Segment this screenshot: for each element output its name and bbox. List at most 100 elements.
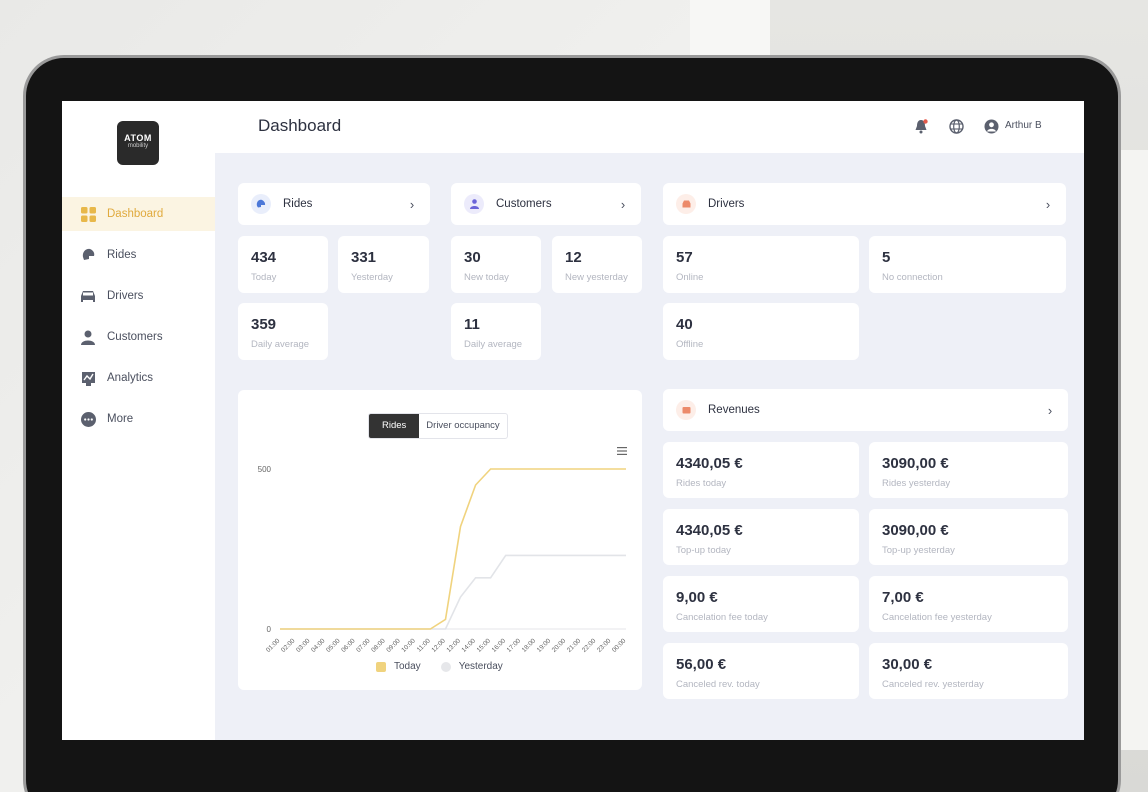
- sidebar-nav: Dashboard Rides Drivers Customers: [62, 197, 215, 443]
- stat-card-customers-average: 11 Daily average: [451, 303, 541, 360]
- legend-swatch: [376, 661, 386, 672]
- stat-value: 331: [351, 249, 377, 266]
- stat-value: 56,00 €: [676, 656, 727, 673]
- drivers-section-header[interactable]: Drivers ›: [663, 183, 1066, 225]
- chevron-right-icon: ›: [409, 196, 415, 212]
- atom-logo[interactable]: ATOM mobility: [117, 121, 159, 165]
- x-tick-label: 13:00: [445, 637, 462, 654]
- user-avatar-icon[interactable]: [983, 118, 999, 134]
- drivers-car-icon: [676, 194, 696, 214]
- stat-label: Daily average: [464, 339, 523, 350]
- chart-icon: [80, 370, 96, 386]
- stat-value: 359: [251, 316, 277, 333]
- x-tick-label: 14:00: [461, 637, 478, 654]
- customers-section-title: Customers: [496, 198, 552, 210]
- series-line-today[interactable]: [280, 468, 626, 630]
- drivers-section-title: Drivers: [708, 198, 745, 210]
- legend-label: Yesterday: [458, 661, 503, 672]
- x-tick-label: 18:00: [521, 637, 538, 654]
- logo-wordmark: ATOM: [124, 133, 152, 143]
- stat-value: 57: [676, 249, 693, 266]
- bell-icon[interactable]: [913, 118, 929, 134]
- stat-value: 3090,00 €: [882, 522, 949, 539]
- toggle-rides[interactable]: Rides: [369, 414, 420, 438]
- stat-label: Top-up today: [676, 545, 731, 556]
- x-tick-label: 19:00: [536, 637, 553, 654]
- revenues-wallet-icon: [676, 400, 696, 420]
- background-wall: [690, 0, 770, 60]
- rev-card-cancel-fee-today: 9,00 € Cancelation fee today: [663, 576, 859, 632]
- rides-line-chart: 050001:0002:0003:0004:0005:0006:0007:000…: [258, 465, 628, 654]
- sidebar-item-customers[interactable]: Customers: [62, 320, 215, 354]
- stat-card-rides-yesterday: 331 Yesterday: [338, 236, 429, 293]
- stat-value: 30: [464, 249, 481, 266]
- x-tick-label: 04:00: [310, 637, 327, 654]
- chart-menu-icon[interactable]: [617, 442, 627, 460]
- stat-label: New today: [464, 272, 509, 283]
- logo-subtitle: mobility: [127, 143, 149, 149]
- top-header: Dashboard Arthur B: [215, 101, 1084, 153]
- sidebar-item-label: Rides: [107, 249, 137, 261]
- stat-card-customers-new-today: 30 New today: [451, 236, 541, 293]
- x-tick-label: 08:00: [370, 637, 387, 654]
- sidebar-item-dashboard[interactable]: Dashboard: [62, 197, 215, 231]
- rev-card-topup-yesterday: 3090,00 € Top-up yesterday: [869, 509, 1068, 565]
- customers-person-icon: [464, 194, 484, 214]
- rides-section-title: Rides: [283, 198, 313, 210]
- sidebar-item-rides[interactable]: Rides: [62, 238, 215, 272]
- chevron-right-icon: ›: [1047, 402, 1053, 418]
- x-tick-label: 15:00: [476, 637, 493, 654]
- user-name[interactable]: Arthur B: [1005, 120, 1042, 131]
- helmet-icon: [80, 247, 96, 263]
- rev-card-topup-today: 4340,05 € Top-up today: [663, 509, 859, 565]
- stat-label: Yesterday: [351, 272, 393, 283]
- series-line-yesterday[interactable]: [280, 554, 626, 630]
- x-tick-label: 01:00: [265, 637, 282, 654]
- stat-label: Canceled rev. today: [676, 679, 760, 690]
- customers-section-header[interactable]: Customers ›: [451, 183, 641, 225]
- rides-chart-card: Rides Driver occupancy 0 500 01:00 02:00 03:…: [238, 390, 642, 690]
- legend-item-yesterday[interactable]: Yesterday: [440, 661, 503, 672]
- person-icon: [80, 329, 96, 345]
- toggle-driver-occupancy[interactable]: Driver occupancy: [426, 420, 500, 431]
- sidebar-item-more[interactable]: More: [62, 402, 215, 436]
- x-tick-label: 02:00: [280, 637, 297, 654]
- revenues-section-header[interactable]: Revenues ›: [663, 389, 1068, 431]
- rev-card-canceled-yesterday: 30,00 € Canceled rev. yesterday: [869, 643, 1068, 699]
- legend-label: Today: [394, 661, 421, 672]
- globe-icon[interactable]: [948, 118, 964, 134]
- legend-item-today[interactable]: Today: [376, 661, 421, 672]
- stat-label: Cancelation fee today: [676, 612, 768, 623]
- stat-label: Canceled rev. yesterday: [882, 679, 984, 690]
- stat-value: 5: [882, 249, 891, 266]
- rev-card-canceled-today: 56,00 € Canceled rev. today: [663, 643, 859, 699]
- rides-helmet-icon: [251, 194, 271, 214]
- stat-card-rides-average: 359 Daily average: [238, 303, 328, 360]
- stat-value: 11: [464, 316, 480, 333]
- sidebar-item-label: Customers: [107, 331, 163, 343]
- rev-card-cancel-fee-yesterday: 7,00 € Cancelation fee yesterday: [869, 576, 1068, 632]
- x-tick-label: 06:00: [340, 637, 357, 654]
- revenues-section-title: Revenues: [708, 404, 760, 416]
- legend-swatch: [440, 661, 451, 672]
- app-screen: ATOM mobility Dashboard Rides Drivers: [62, 101, 1084, 740]
- stat-value: 434: [251, 249, 277, 266]
- chevron-right-icon: ›: [620, 196, 626, 212]
- car-icon: [80, 288, 96, 304]
- page-title: Dashboard: [258, 116, 342, 135]
- stat-card-drivers-online: 57 Online: [663, 236, 859, 293]
- stat-value: 40: [676, 316, 693, 333]
- sidebar-item-drivers[interactable]: Drivers: [62, 279, 215, 313]
- sidebar-item-label: Dashboard: [107, 208, 164, 220]
- x-tick-label: 22:00: [581, 637, 598, 654]
- grid-icon: [80, 206, 96, 222]
- stat-card-drivers-offline: 40 Offline: [663, 303, 859, 360]
- rides-section-header[interactable]: Rides ›: [238, 183, 430, 225]
- sidebar-item-analytics[interactable]: Analytics: [62, 361, 215, 395]
- x-tick-label: 07:00: [355, 637, 372, 654]
- sidebar: ATOM mobility Dashboard Rides Drivers: [62, 101, 215, 740]
- stat-value: 4340,05 €: [676, 455, 743, 472]
- rev-card-rides-today: 4340,05 € Rides today: [663, 442, 859, 498]
- x-tick-label: 16:00: [491, 637, 508, 654]
- stat-label: New yesterday: [565, 272, 628, 283]
